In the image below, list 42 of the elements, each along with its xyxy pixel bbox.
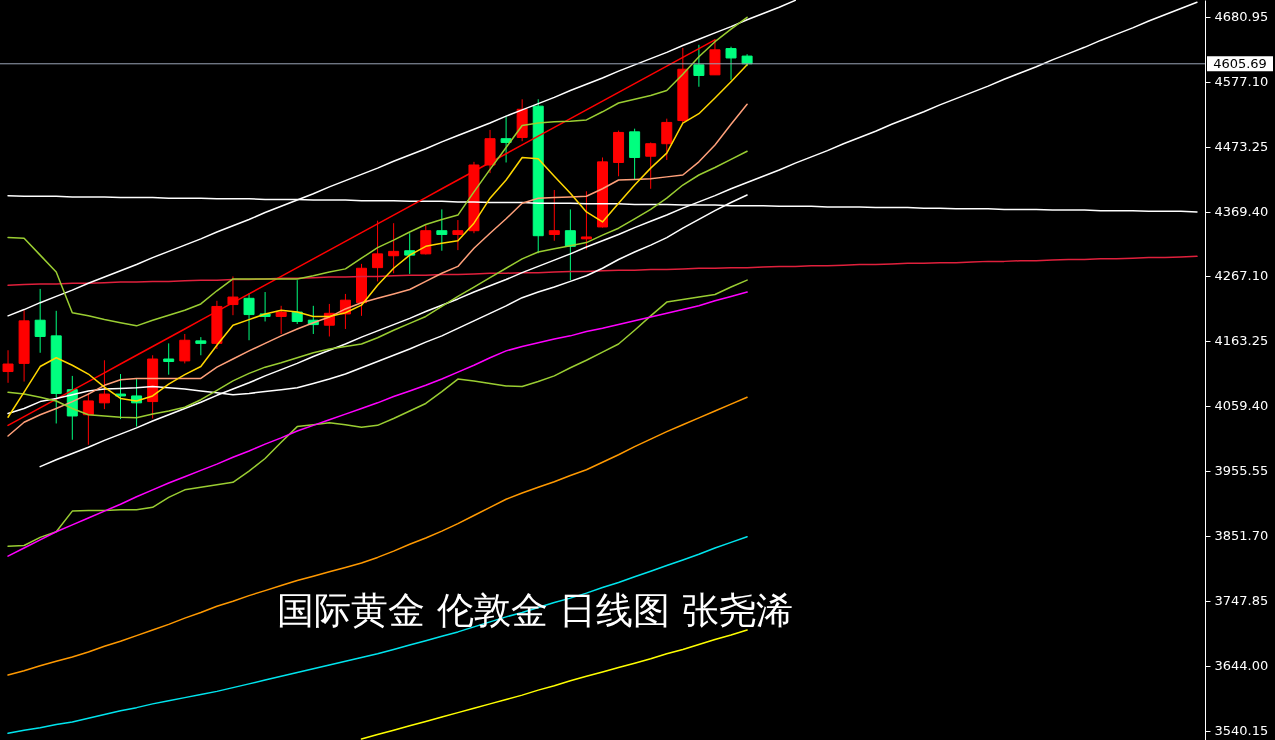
candlestick [163, 342, 175, 376]
candlestick [227, 275, 239, 316]
candlestick [291, 279, 303, 325]
candlestick [645, 141, 657, 190]
line-series [7, 150, 748, 419]
line-series [7, 103, 748, 437]
y-tick-label: 4369.40 [1214, 204, 1269, 220]
candlestick [661, 118, 673, 161]
candlestick [452, 219, 464, 251]
candlestick [98, 359, 110, 410]
candlestick [548, 189, 560, 242]
candlestick [564, 208, 576, 281]
y-tick-label: 3540.15 [1214, 723, 1269, 739]
y-tick-label: 4059.40 [1214, 398, 1269, 414]
candlestick [34, 288, 46, 354]
y-tick-label: 3747.85 [1214, 593, 1269, 609]
candlestick [388, 222, 400, 274]
candlestick [243, 292, 255, 341]
y-tick-label: 4267.10 [1214, 268, 1269, 284]
candlestick [436, 208, 448, 252]
y-tick-label: 4577.10 [1214, 74, 1269, 90]
candlestick [275, 305, 287, 335]
y-tick-label: 4680.95 [1214, 9, 1269, 25]
candlestick [372, 220, 384, 282]
line-series [360, 629, 748, 740]
candlestick [82, 392, 94, 446]
candlestick [500, 115, 512, 163]
y-tick-label: 4473.25 [1214, 139, 1269, 155]
y-tick-label: 3955.55 [1214, 463, 1269, 479]
y-tick-label: 3851.70 [1214, 528, 1269, 544]
candlestick [420, 224, 432, 255]
y-tick-label: 3644.00 [1214, 658, 1269, 674]
ref-line-label: 4605.69 [1213, 55, 1267, 71]
candlestick [580, 190, 592, 250]
line-series [7, 255, 1198, 286]
candlestick [725, 46, 737, 81]
candlestick [195, 336, 207, 356]
y-tick-label: 4163.25 [1214, 333, 1269, 349]
candlestick [179, 333, 191, 364]
candlestick [2, 349, 14, 384]
candlestick [693, 44, 705, 88]
candlestick [115, 373, 126, 420]
